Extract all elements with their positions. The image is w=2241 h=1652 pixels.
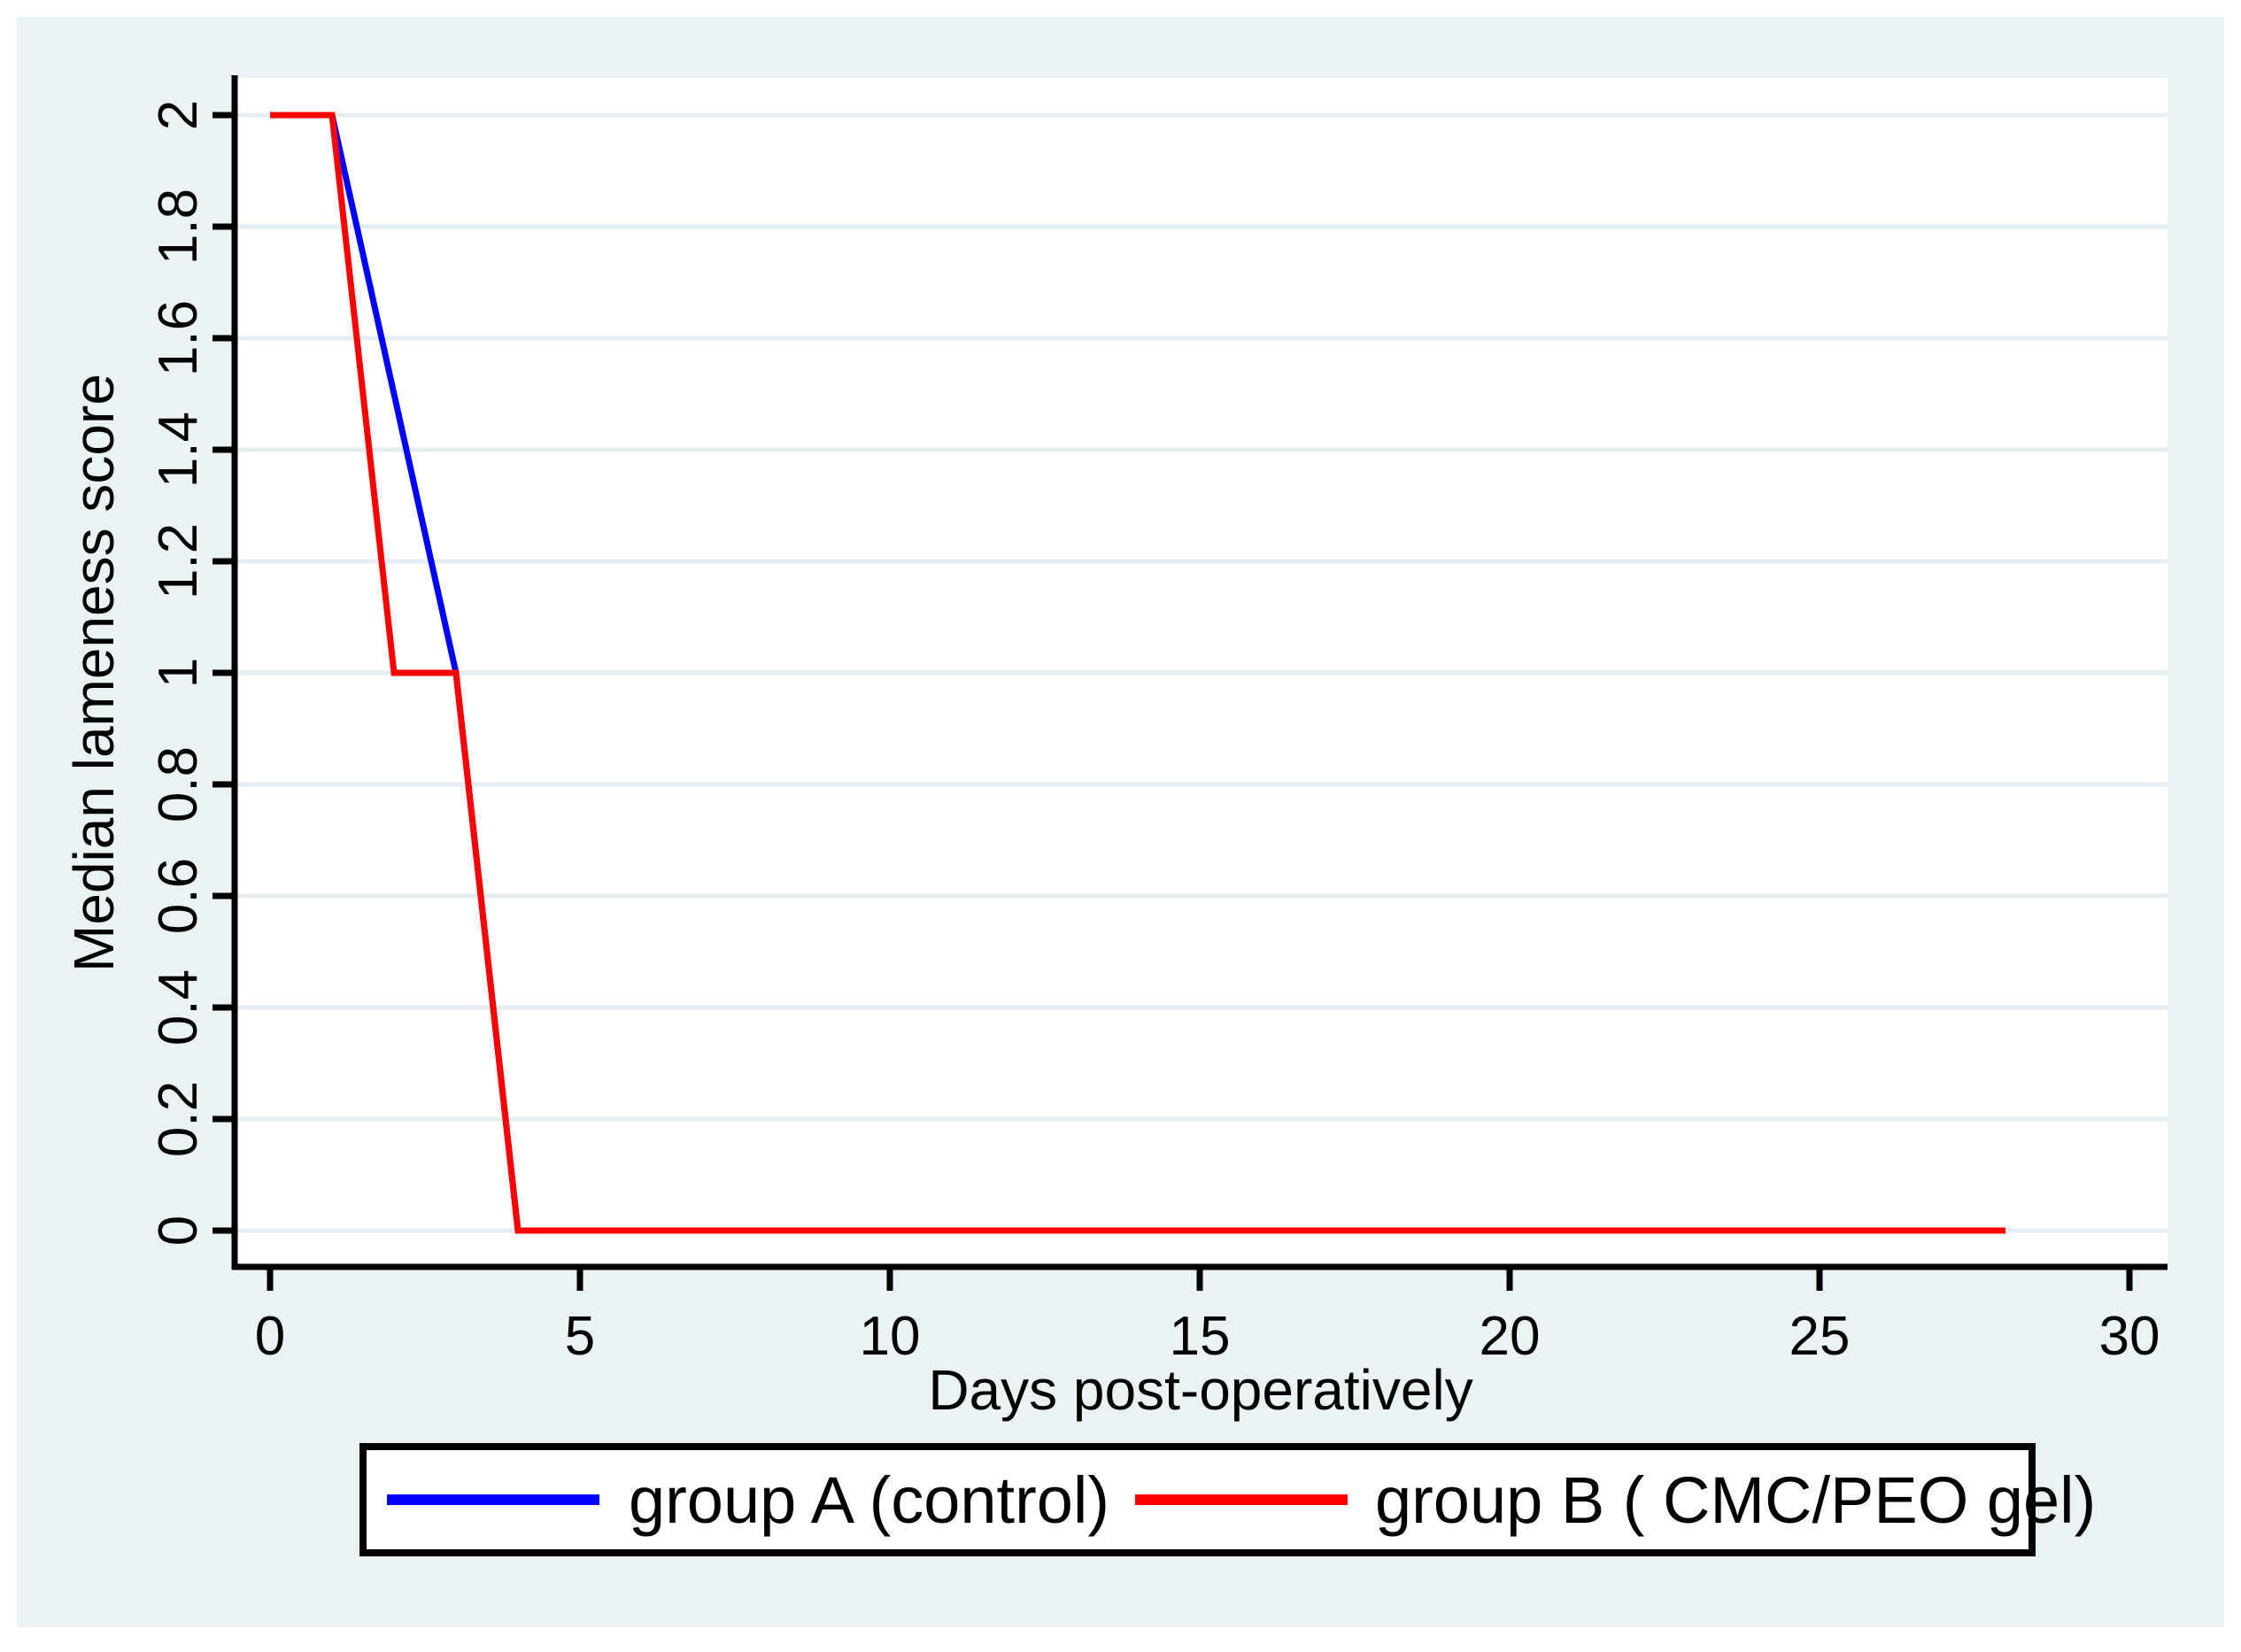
x-tick-label: 30 <box>2099 1306 2160 1367</box>
y-axis-ticks: 0 0.2 0.4 0.6 0.8 1 1.2 1.4 1.6 1.8 2 <box>148 100 232 1246</box>
x-tick-label: 15 <box>1170 1306 1231 1367</box>
axes <box>231 75 2168 1270</box>
series-line-group-b <box>270 112 2005 1234</box>
x-axis-title: Days post-operatively <box>928 1358 1472 1422</box>
gridlines <box>235 112 2168 1233</box>
y-axis-title: Median lameness score <box>62 374 126 972</box>
legend-item: group A (control) <box>387 1463 1109 1537</box>
legend-item: group B ( CMC/PEO gel) <box>1135 1463 2096 1537</box>
legend-label: group A (control) <box>629 1463 1109 1537</box>
x-tick-label: 10 <box>860 1306 921 1367</box>
y-tick-label: 0.4 <box>148 969 209 1046</box>
x-tick-label: 0 <box>255 1306 285 1367</box>
x-tick-label: 25 <box>1789 1306 1851 1367</box>
legend-items: group A (control) group B ( CMC/PEO gel) <box>387 1463 2096 1537</box>
y-tick-label: 0 <box>148 1216 209 1246</box>
x-tick-label: 5 <box>565 1306 595 1367</box>
y-tick-label: 1 <box>148 658 209 688</box>
y-tick-label: 2 <box>148 100 209 130</box>
legend: group A (control) group B ( CMC/PEO gel) <box>359 1443 2096 1556</box>
x-tick-label: 20 <box>1480 1306 1541 1367</box>
y-tick-label: 1.2 <box>148 523 209 599</box>
series-lines <box>270 112 2005 1234</box>
y-tick-label: 1.8 <box>148 189 209 265</box>
x-axis-ticks: 0 5 10 15 20 25 30 <box>255 1270 2160 1367</box>
legend-label: group B ( CMC/PEO gel) <box>1375 1463 2096 1537</box>
y-tick-label: 0.6 <box>148 858 209 934</box>
y-tick-label: 0.8 <box>148 746 209 822</box>
y-tick-label: 1.4 <box>148 412 209 488</box>
y-tick-label: 1.6 <box>148 300 209 376</box>
y-tick-label: 0.2 <box>148 1081 209 1157</box>
